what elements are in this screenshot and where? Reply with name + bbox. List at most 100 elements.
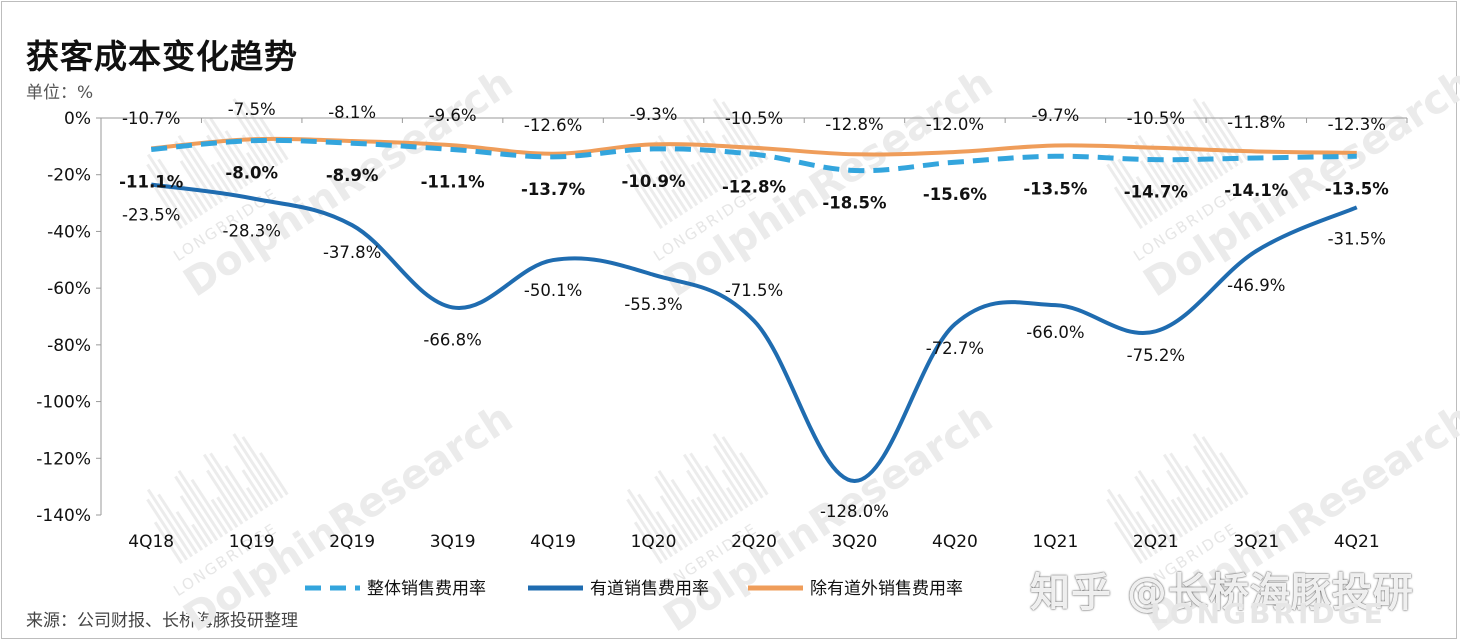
watermark-bar [175,175,204,216]
watermark-bar [713,445,754,506]
data-label-other: -12.0% [926,115,984,134]
watermark-bar [206,469,244,525]
watermark-bar [233,445,274,506]
data-label-youdao: -37.8% [323,243,381,262]
watermark-bar [175,510,204,551]
data-label-other: -12.6% [524,116,582,135]
data-label-youdao: -31.5% [1328,229,1386,248]
data-label-other: -12.3% [1328,115,1386,134]
watermark-bar [191,523,209,548]
data-label-youdao: -75.2% [1127,346,1185,365]
axes: 0% -20% -40% -60% -80% -100% -120% -140% 4Q18 1Q1… [36,109,1408,552]
watermark-bar [224,465,259,515]
legend-label-2: 除有道外销售费用率 [810,579,963,599]
x-tick-label: 3Q19 [430,532,476,552]
watermark-bar [655,510,684,551]
watermark-bar [216,496,239,529]
watermark-bar [682,118,729,187]
x-tick-label: 1Q20 [631,532,677,552]
watermark-bar [657,134,704,203]
x-tick-label: 4Q19 [530,532,576,552]
data-label-other: -10.5% [725,109,783,128]
watermark-bar [259,452,289,496]
y-tick-label: -140% [36,506,91,526]
watermark-bar [179,160,214,210]
data-label-overall: -14.1% [1224,181,1289,200]
watermark-text: DolphinResearch [656,60,1001,306]
x-tick-label: 2Q20 [731,532,777,552]
watermark-bar [1139,495,1174,545]
watermark-bar [1137,469,1184,538]
series-line-1 [150,182,1358,483]
data-label-youdao: -55.3% [624,295,682,314]
watermark-bar [713,110,754,171]
watermark-bar [1205,486,1224,512]
watermark-bar [1106,498,1148,561]
watermark-bar [241,436,284,499]
watermark-bar [202,453,249,522]
watermark-bar [1106,163,1148,226]
watermark-bar [146,488,194,558]
watermark-bar [190,478,229,535]
watermark-text: DolphinResearch [176,395,521,641]
watermark-bar [146,163,188,226]
legend: 整体销售费用率 有道销售费用率 除有道外销售费用率 [305,579,963,599]
watermark-bar [209,452,254,519]
data-label-other: -11.8% [1227,113,1285,132]
watermark-bar [1117,158,1159,220]
data-label-overall: -11.1% [421,172,486,191]
watermark-bar [626,488,674,558]
x-tick-label: 1Q21 [1032,532,1078,552]
watermark-bar [1184,130,1219,180]
watermark-bar [725,151,744,177]
y-tick-label: -60% [47,279,91,299]
watermark-bar [1219,452,1249,496]
watermark-bar [1193,110,1234,171]
watermark-bar [633,186,663,229]
watermark-bar [671,523,689,548]
watermark-bar [210,163,234,197]
watermark-bar [1139,160,1174,210]
watermark-bar [1176,161,1199,194]
watermark-bar [626,498,668,561]
watermark-bar [1184,465,1219,515]
zhihu-watermark: 知乎 @长桥海豚投研 [1030,570,1414,616]
watermark-bar [153,521,183,564]
watermark-bar [1170,498,1194,532]
watermark-bar [696,161,719,194]
watermark-bar [1170,163,1194,197]
watermark-bar [179,495,214,545]
data-label-other: -9.7% [1031,106,1079,125]
watermark-bar [1162,453,1209,522]
source-note: 来源：公司财报、长桥海豚投研整理 [26,611,298,631]
data-label-overall: -8.0% [225,164,278,183]
watermark-bar [739,452,769,496]
watermark-bar [637,158,679,220]
data-label-youdao: -50.1% [524,281,582,300]
watermark-bar [1134,140,1179,207]
watermark-bar [177,469,224,538]
watermark-bar [1151,523,1169,548]
data-label-other: -12.8% [825,115,883,134]
x-tick-label: 2Q19 [329,532,375,552]
watermark-bar [1134,475,1179,542]
data-label-other: -8.1% [328,103,376,122]
watermark-bar [153,186,183,229]
y-tick-label: 0% [64,109,91,129]
watermark-bar [1201,134,1229,174]
watermark-bar [670,478,709,535]
data-label-youdao: -128.0% [820,502,889,521]
watermark-bar [626,163,668,226]
watermark-bar [1135,510,1164,551]
longbridge-watermark: LONGBRIDGE [1150,597,1386,630]
watermark-bar [1193,445,1234,506]
y-tick-label: -120% [36,449,91,469]
legend-label-1: 有道销售费用率 [590,579,709,599]
legend-label-0: 整体销售费用率 [367,579,486,599]
watermark-bar [210,498,234,532]
data-label-overall: -8.9% [326,166,379,185]
data-labels-layer: -10.7% -7.5% -8.1% -9.6% -12.6% -9.3% -10.5% -1… [119,100,1389,521]
data-label-youdao: -66.8% [423,330,481,349]
